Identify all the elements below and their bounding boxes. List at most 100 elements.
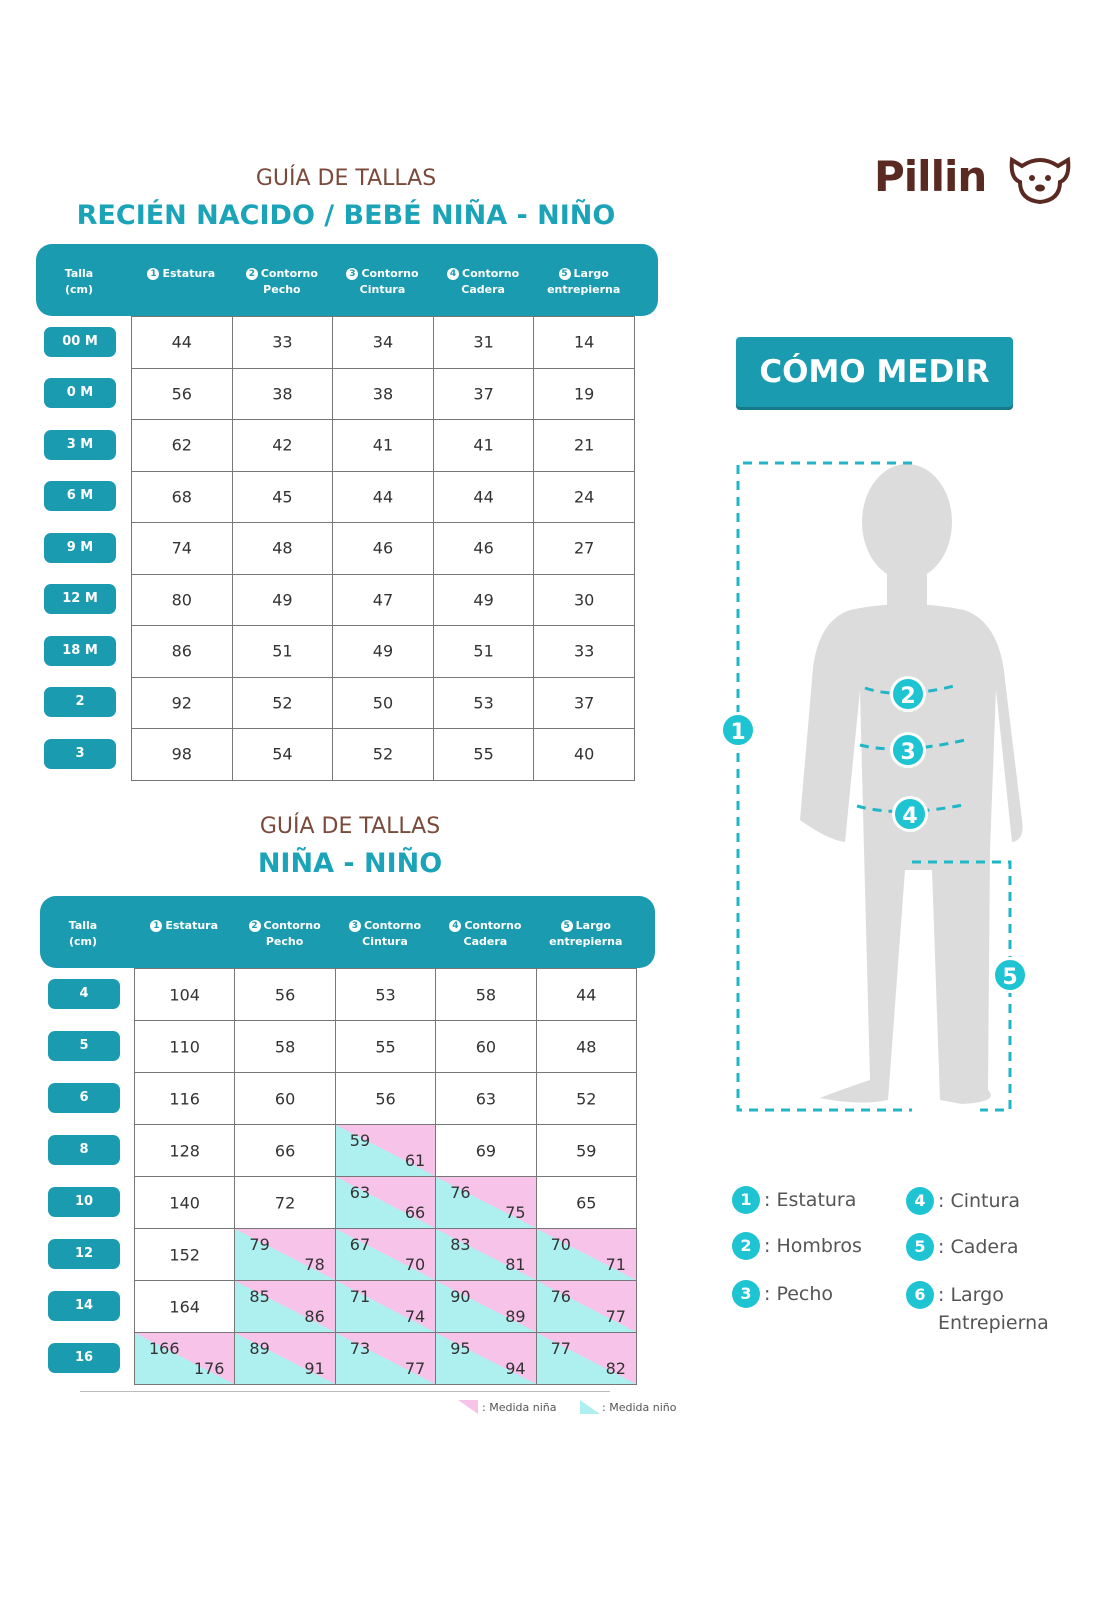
table-cell: 76 77 — [535, 1280, 637, 1333]
cell-value: 33 — [574, 641, 595, 661]
table-cell: 116 — [134, 1072, 236, 1125]
cell-value: 50 — [372, 693, 394, 713]
cell-value: 55 — [375, 1037, 396, 1056]
girl-value: 73 — [349, 1339, 371, 1358]
boy-value: 86 — [304, 1307, 325, 1326]
table-cell: 52 — [231, 676, 334, 729]
column-header: 1 Estatura — [134, 918, 234, 934]
legend-label: : Estatura — [764, 1189, 857, 1211]
body-silhouette-figure — [736, 461, 1023, 1112]
number-badge-icon: 4 — [449, 920, 462, 932]
table-cell: 164 — [134, 1280, 236, 1333]
table-cell: 58 — [234, 1020, 336, 1073]
girl-value: 67 — [349, 1235, 371, 1254]
column-header: 5 Largo entrepierna — [547, 267, 621, 296]
column-header: 1 Estatura — [131, 266, 232, 282]
cell-value: 44 — [473, 487, 494, 507]
table-cell: 49 — [432, 573, 535, 626]
cell-value: 53 — [473, 693, 494, 713]
legend-label: : Cadera — [938, 1236, 1019, 1258]
cell-value: 140 — [169, 1193, 200, 1212]
cell-value: 53 — [375, 985, 396, 1004]
cell-value: 62 — [171, 435, 192, 455]
table-cell: 98 — [131, 728, 233, 781]
table-cell: 56 — [131, 367, 233, 420]
cell-value: 110 — [169, 1037, 200, 1056]
girl-value: 166 — [149, 1339, 180, 1358]
boy-value: 61 — [404, 1151, 426, 1170]
number-badge-icon: 4 — [906, 1187, 934, 1215]
cell-value: 58 — [475, 985, 497, 1004]
girl-value: 76 — [550, 1287, 571, 1306]
table-cell: 59 61 — [334, 1124, 437, 1177]
legend-label: : Hombros — [764, 1235, 862, 1257]
cell-value: 14 — [574, 332, 595, 352]
size-label: 12 — [48, 1239, 120, 1269]
cell-value: 60 — [475, 1037, 497, 1056]
cell-value: 49 — [372, 641, 394, 661]
table-cell: 47 — [332, 573, 434, 626]
size-label: 18 M — [44, 635, 116, 666]
measure-legend-item: 5: Cadera — [906, 1233, 1019, 1261]
cell-value: 65 — [576, 1193, 597, 1212]
cell-value: 46 — [372, 538, 394, 558]
boy-value: 78 — [304, 1255, 325, 1274]
cell-value: 68 — [171, 487, 192, 507]
table-cell: 21 — [533, 419, 635, 472]
cell-value: 44 — [576, 985, 597, 1004]
table-cell: 44 — [535, 968, 637, 1021]
cell-value: 56 — [171, 384, 192, 404]
cell-value: 56 — [375, 1089, 396, 1108]
table-cell: 54 — [231, 728, 334, 781]
table-cell: 27 — [533, 522, 635, 575]
table-cell: 33 — [231, 316, 334, 369]
measure-marker-3: 3 — [890, 732, 926, 768]
table-cell: 77 82 — [535, 1332, 637, 1385]
cell-value: 27 — [574, 538, 595, 558]
cell-value: 128 — [169, 1141, 200, 1160]
measure-legend-item: 3: Pecho — [732, 1280, 833, 1308]
table-cell: 38 — [332, 367, 434, 420]
table-cell: 166 176 — [134, 1332, 236, 1385]
cell-value: 40 — [574, 744, 595, 764]
table2-subtitle: GUÍA DE TALLAS — [259, 814, 441, 839]
cell-value: 52 — [372, 744, 394, 764]
table-cell: 55 — [334, 1020, 437, 1073]
cell-value: 37 — [473, 384, 494, 404]
table-cell: 44 — [332, 470, 434, 523]
table-cell: 40 — [533, 728, 635, 781]
number-badge-icon: 5 — [558, 268, 571, 280]
table-cell: 62 — [131, 419, 233, 472]
table-cell: 63 66 — [334, 1176, 437, 1229]
cell-value: 92 — [171, 693, 192, 713]
table-cell: 33 — [533, 625, 635, 678]
table-cell: 128 — [134, 1124, 236, 1177]
table-cell: 63 — [435, 1072, 537, 1125]
table-cell: 59 — [535, 1124, 637, 1177]
how-to-measure-button[interactable]: CÓMO MEDIR — [736, 337, 1013, 407]
cell-value: 45 — [272, 487, 293, 507]
size-label: 5 — [48, 1031, 120, 1061]
size-label: 3 M — [44, 429, 116, 460]
cell-value: 63 — [475, 1089, 497, 1108]
cell-value: 54 — [272, 744, 293, 764]
girl-value: 95 — [450, 1339, 471, 1358]
table-cell: 69 — [435, 1124, 537, 1177]
table-header: Talla (cm) 1 Estatura 2 Contorno Pecho 3 Conto… — [36, 244, 658, 316]
boy-value: 77 — [404, 1359, 426, 1378]
cell-value: 33 — [272, 332, 293, 352]
legend-label: : Largo Entrepierna — [938, 1284, 1049, 1334]
number-badge-icon: 5 — [560, 920, 573, 932]
table-cell: 19 — [533, 367, 635, 420]
table-cell: 53 — [432, 676, 535, 729]
cell-value: 59 — [576, 1141, 597, 1160]
measure-legend-item: 2: Hombros — [732, 1232, 862, 1260]
table-cell: 49 — [231, 573, 334, 626]
cell-value: 42 — [272, 435, 293, 455]
boy-value: 89 — [505, 1307, 526, 1326]
cell-value: 38 — [372, 384, 394, 404]
table-cell: 55 — [432, 728, 535, 781]
cell-value: 41 — [473, 435, 494, 455]
brand-logo: Pillin — [874, 152, 987, 201]
boy-value: 176 — [193, 1359, 225, 1378]
